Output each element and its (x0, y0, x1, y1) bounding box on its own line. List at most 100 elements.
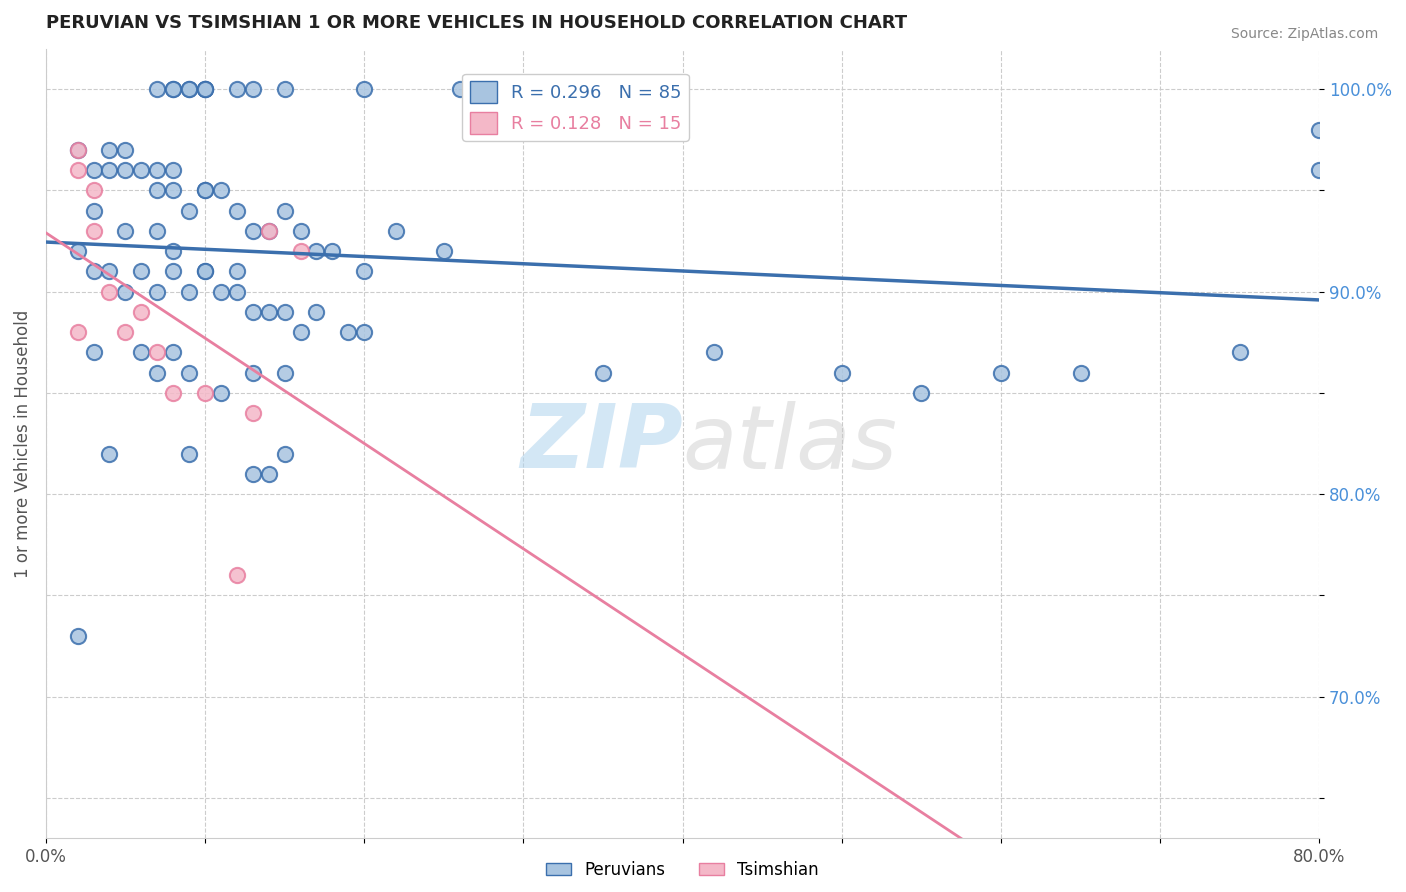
Point (194, 385, 217, 400)
Point (910, 385, 932, 400)
Point (162, 184, 184, 198)
Point (162, 163, 184, 178)
Point (146, 366, 169, 380)
Point (1308, 122, 1330, 136)
Point (257, 224, 280, 238)
Point (146, 163, 169, 178)
Point (1070, 366, 1092, 380)
Point (146, 184, 169, 198)
Text: ZIP: ZIP (520, 400, 682, 487)
Point (177, 366, 200, 380)
Point (209, 184, 232, 198)
Point (66, 325, 89, 339)
Point (162, 385, 184, 400)
Point (129, 305, 152, 319)
Point (83, 224, 105, 238)
Point (177, 82, 200, 96)
Point (114, 325, 136, 339)
Point (242, 224, 264, 238)
Point (162, 264, 184, 278)
Point (98, 285, 121, 299)
Point (177, 285, 200, 299)
Point (66, 629, 89, 643)
Point (98, 163, 121, 178)
Point (66, 163, 89, 178)
Point (242, 406, 264, 420)
Point (129, 163, 152, 178)
Point (114, 163, 136, 178)
Point (98, 264, 121, 278)
Point (257, 224, 280, 238)
Point (114, 143, 136, 157)
Point (146, 224, 169, 238)
Point (66, 143, 89, 157)
Y-axis label: 1 or more Vehicles in Household: 1 or more Vehicles in Household (14, 310, 32, 578)
Text: Source: ZipAtlas.com: Source: ZipAtlas.com (1230, 27, 1378, 41)
Point (194, 82, 217, 96)
Point (321, 244, 343, 259)
Point (544, 82, 567, 96)
Text: PERUVIAN VS TSIMSHIAN 1 OR MORE VEHICLES IN HOUSEHOLD CORRELATION CHART: PERUVIAN VS TSIMSHIAN 1 OR MORE VEHICLES… (46, 14, 907, 32)
Point (353, 82, 375, 96)
Point (305, 305, 328, 319)
Point (177, 82, 200, 96)
Point (353, 264, 375, 278)
Point (290, 244, 312, 259)
Point (273, 305, 295, 319)
Point (1229, 345, 1251, 359)
Point (273, 366, 295, 380)
Point (225, 568, 247, 582)
Point (273, 447, 295, 461)
Point (209, 285, 232, 299)
Point (703, 345, 725, 359)
Point (290, 325, 312, 339)
Point (66, 244, 89, 259)
Point (225, 82, 247, 96)
Point (83, 345, 105, 359)
Point (449, 82, 471, 96)
Point (225, 203, 247, 218)
Point (385, 224, 408, 238)
Point (242, 305, 264, 319)
Point (225, 264, 247, 278)
Point (146, 345, 169, 359)
Point (242, 366, 264, 380)
Point (1308, 163, 1330, 178)
Point (83, 203, 105, 218)
Point (242, 467, 264, 481)
Text: atlas: atlas (682, 401, 897, 486)
Point (194, 184, 217, 198)
Point (353, 325, 375, 339)
Point (177, 447, 200, 461)
Point (129, 264, 152, 278)
Point (98, 143, 121, 157)
Point (194, 264, 217, 278)
Point (83, 264, 105, 278)
Point (162, 82, 184, 96)
Point (129, 345, 152, 359)
Point (194, 264, 217, 278)
Point (177, 203, 200, 218)
Point (242, 82, 264, 96)
Point (225, 285, 247, 299)
Point (114, 285, 136, 299)
Point (146, 82, 169, 96)
Point (194, 82, 217, 96)
Point (257, 467, 280, 481)
Point (273, 203, 295, 218)
Point (290, 224, 312, 238)
Point (257, 305, 280, 319)
Point (831, 366, 853, 380)
Point (273, 82, 295, 96)
Point (83, 184, 105, 198)
Point (305, 244, 328, 259)
Point (433, 244, 456, 259)
Point (162, 244, 184, 259)
Point (162, 82, 184, 96)
Point (990, 366, 1012, 380)
Point (98, 447, 121, 461)
Point (592, 366, 614, 380)
Point (66, 143, 89, 157)
Point (194, 184, 217, 198)
Point (162, 345, 184, 359)
